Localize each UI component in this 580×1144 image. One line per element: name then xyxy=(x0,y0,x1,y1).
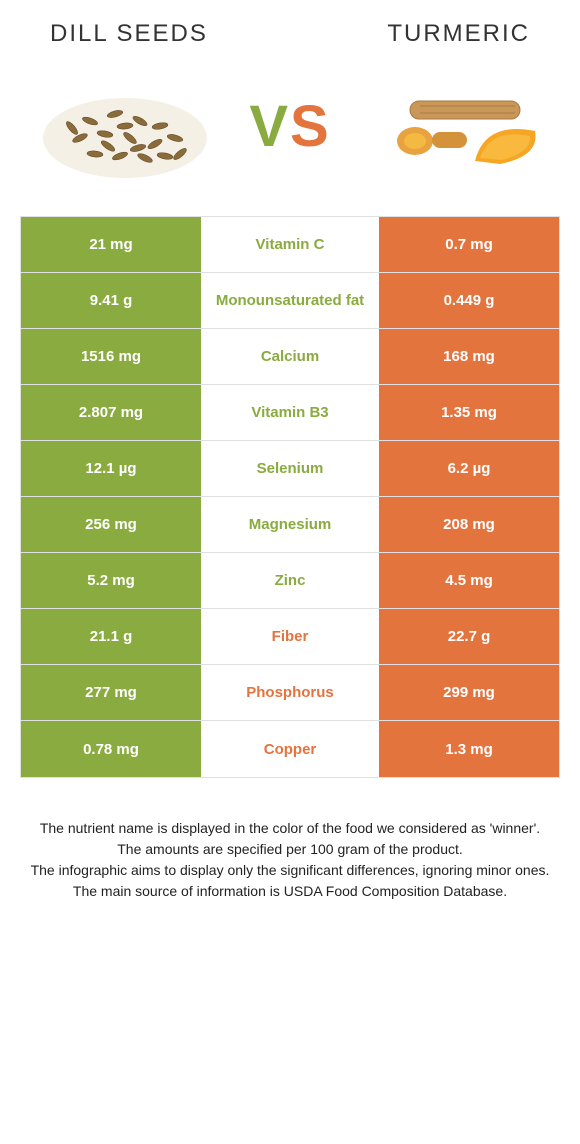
nutrient-label-cell: Copper xyxy=(201,721,379,777)
left-value-cell: 0.78 mg xyxy=(21,721,201,777)
right-value-cell: 0.449 g xyxy=(379,273,559,328)
right-value-cell: 6.2 µg xyxy=(379,441,559,496)
left-value-cell: 1516 mg xyxy=(21,329,201,384)
table-row: 256 mgMagnesium208 mg xyxy=(21,497,559,553)
turmeric-image xyxy=(360,66,550,186)
nutrient-label-cell: Vitamin C xyxy=(201,217,379,272)
left-food-title: DILL SEEDS xyxy=(50,20,208,48)
table-row: 0.78 mgCopper1.3 mg xyxy=(21,721,559,777)
nutrient-label-cell: Phosphorus xyxy=(201,665,379,720)
right-value-cell: 299 mg xyxy=(379,665,559,720)
right-value-cell: 22.7 g xyxy=(379,609,559,664)
left-value-cell: 256 mg xyxy=(21,497,201,552)
footnote-line: The main source of information is USDA F… xyxy=(30,881,550,902)
table-row: 12.1 µgSelenium6.2 µg xyxy=(21,441,559,497)
nutrient-label-cell: Magnesium xyxy=(201,497,379,552)
vs-label: VS xyxy=(249,93,330,160)
table-row: 277 mgPhosphorus299 mg xyxy=(21,665,559,721)
right-food-title: TURMERIC xyxy=(387,20,530,48)
nutrient-table: 21 mgVitamin C0.7 mg9.41 gMonounsaturate… xyxy=(20,216,560,778)
header: DILL SEEDS TURMERIC xyxy=(20,20,560,66)
table-row: 9.41 gMonounsaturated fat0.449 g xyxy=(21,273,559,329)
footnote-line: The amounts are specified per 100 gram o… xyxy=(30,839,550,860)
vs-v-letter: V xyxy=(249,94,290,159)
footnotes: The nutrient name is displayed in the co… xyxy=(20,778,560,902)
nutrient-label-cell: Zinc xyxy=(201,553,379,608)
vs-s-letter: S xyxy=(290,94,331,159)
left-value-cell: 12.1 µg xyxy=(21,441,201,496)
right-value-cell: 208 mg xyxy=(379,497,559,552)
left-value-cell: 9.41 g xyxy=(21,273,201,328)
left-value-cell: 21.1 g xyxy=(21,609,201,664)
right-value-cell: 0.7 mg xyxy=(379,217,559,272)
table-row: 1516 mgCalcium168 mg xyxy=(21,329,559,385)
nutrient-label-cell: Vitamin B3 xyxy=(201,385,379,440)
nutrient-label-cell: Selenium xyxy=(201,441,379,496)
nutrient-label-cell: Calcium xyxy=(201,329,379,384)
right-value-cell: 168 mg xyxy=(379,329,559,384)
dill-seeds-image xyxy=(30,66,220,186)
table-row: 5.2 mgZinc4.5 mg xyxy=(21,553,559,609)
table-row: 21 mgVitamin C0.7 mg xyxy=(21,217,559,273)
vs-row: VS xyxy=(20,66,560,216)
footnote-line: The nutrient name is displayed in the co… xyxy=(30,818,550,839)
left-value-cell: 5.2 mg xyxy=(21,553,201,608)
nutrient-label-cell: Fiber xyxy=(201,609,379,664)
right-value-cell: 4.5 mg xyxy=(379,553,559,608)
footnote-line: The infographic aims to display only the… xyxy=(30,860,550,881)
left-value-cell: 277 mg xyxy=(21,665,201,720)
nutrient-label-cell: Monounsaturated fat xyxy=(201,273,379,328)
table-row: 2.807 mgVitamin B31.35 mg xyxy=(21,385,559,441)
right-value-cell: 1.35 mg xyxy=(379,385,559,440)
left-value-cell: 21 mg xyxy=(21,217,201,272)
left-value-cell: 2.807 mg xyxy=(21,385,201,440)
table-row: 21.1 gFiber22.7 g xyxy=(21,609,559,665)
right-value-cell: 1.3 mg xyxy=(379,721,559,777)
